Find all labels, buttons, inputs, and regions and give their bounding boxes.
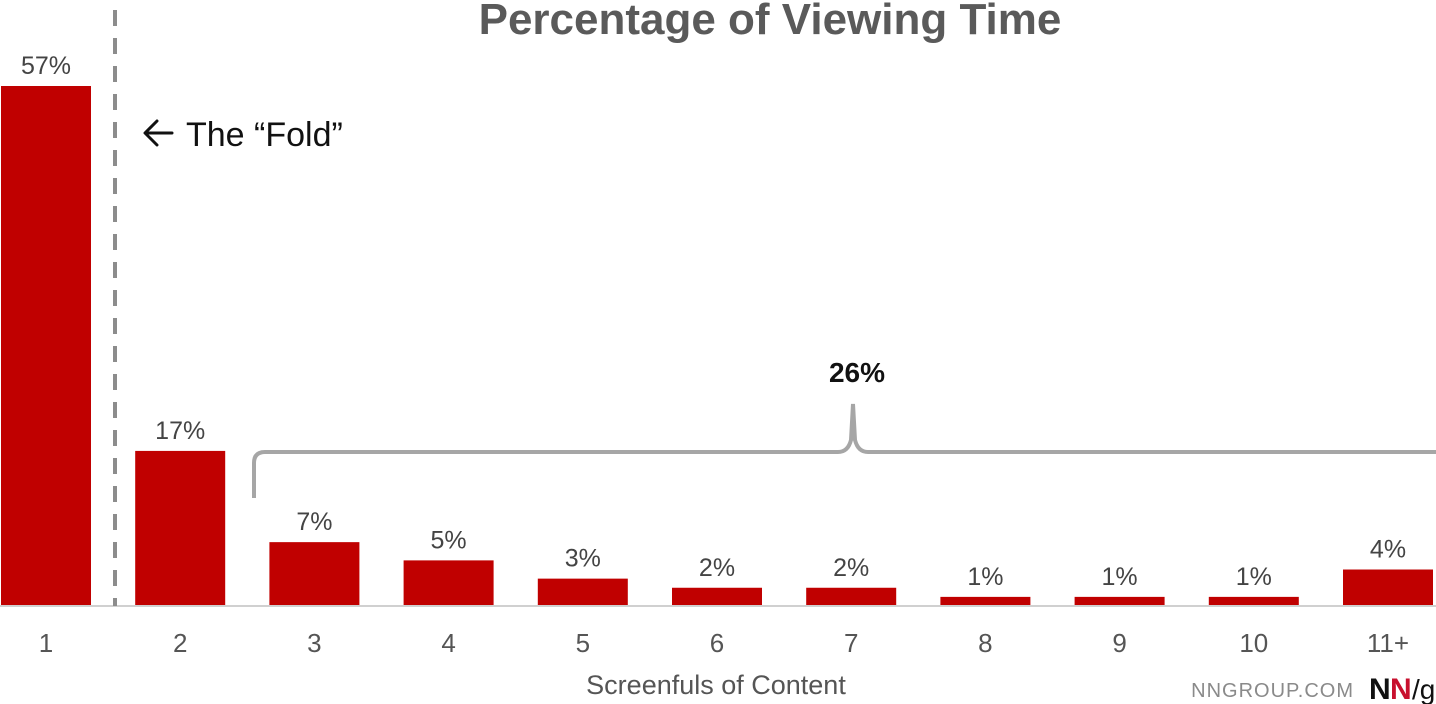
x-axis-title: Screenfuls of Content — [586, 670, 846, 700]
bar-6 — [672, 587, 762, 606]
value-label-6: 2% — [699, 554, 735, 582]
brace-label: 26% — [829, 357, 885, 388]
value-label-7: 2% — [833, 554, 869, 582]
bar-7 — [806, 587, 897, 606]
brace-bracket — [252, 403, 1436, 498]
tick-label-6: 6 — [710, 628, 724, 658]
tick-label-2: 2 — [173, 628, 187, 658]
tick-label-3: 3 — [307, 628, 321, 658]
value-label-2: 17% — [155, 417, 205, 445]
bar-1 — [1, 86, 91, 606]
value-label-5: 3% — [565, 545, 601, 573]
nng-logo: N N /g — [1369, 673, 1435, 704]
tick-label-1: 1 — [39, 628, 53, 658]
value-label-8: 1% — [967, 563, 1003, 591]
value-label-4: 5% — [431, 526, 467, 554]
bar-8 — [940, 596, 1031, 606]
value-label-3: 7% — [296, 508, 332, 536]
bars-group — [1, 86, 1433, 606]
bar-2 — [135, 450, 226, 606]
bar-9 — [1074, 596, 1165, 606]
tick-labels-group: 1 2 3 4 5 6 7 8 9 10 11+ — [39, 628, 1409, 658]
value-labels-group: 57% 17% 7% 5% 3% 2% 2% 1% 1% 1% 4% — [21, 52, 1406, 591]
tick-label-7: 7 — [844, 628, 858, 658]
arrow-left-icon — [143, 119, 174, 147]
logo-letter-n2: N — [1390, 673, 1412, 704]
value-label-11+: 4% — [1370, 536, 1406, 564]
tick-label-8: 8 — [978, 628, 992, 658]
logo-slash-g: /g — [1412, 674, 1435, 704]
tick-label-4: 4 — [441, 628, 455, 658]
value-label-1: 57% — [21, 52, 71, 80]
tick-label-9: 9 — [1112, 628, 1126, 658]
footer-site: NNGROUP.COM — [1191, 680, 1354, 702]
fold-label: The “Fold” — [186, 116, 343, 154]
value-label-9: 1% — [1102, 563, 1138, 591]
bar-10 — [1208, 596, 1299, 606]
value-label-10: 1% — [1236, 563, 1272, 591]
chart-title: Percentage of Viewing Time — [479, 0, 1062, 44]
bar-3 — [269, 542, 360, 606]
bar-4 — [403, 560, 494, 606]
bar-5 — [537, 578, 628, 606]
tick-label-5: 5 — [576, 628, 590, 658]
logo-letter-n1: N — [1369, 673, 1391, 704]
bar-11+ — [1343, 569, 1433, 606]
tick-label-10: 10 — [1239, 628, 1268, 658]
tick-label-11+: 11+ — [1367, 628, 1409, 658]
